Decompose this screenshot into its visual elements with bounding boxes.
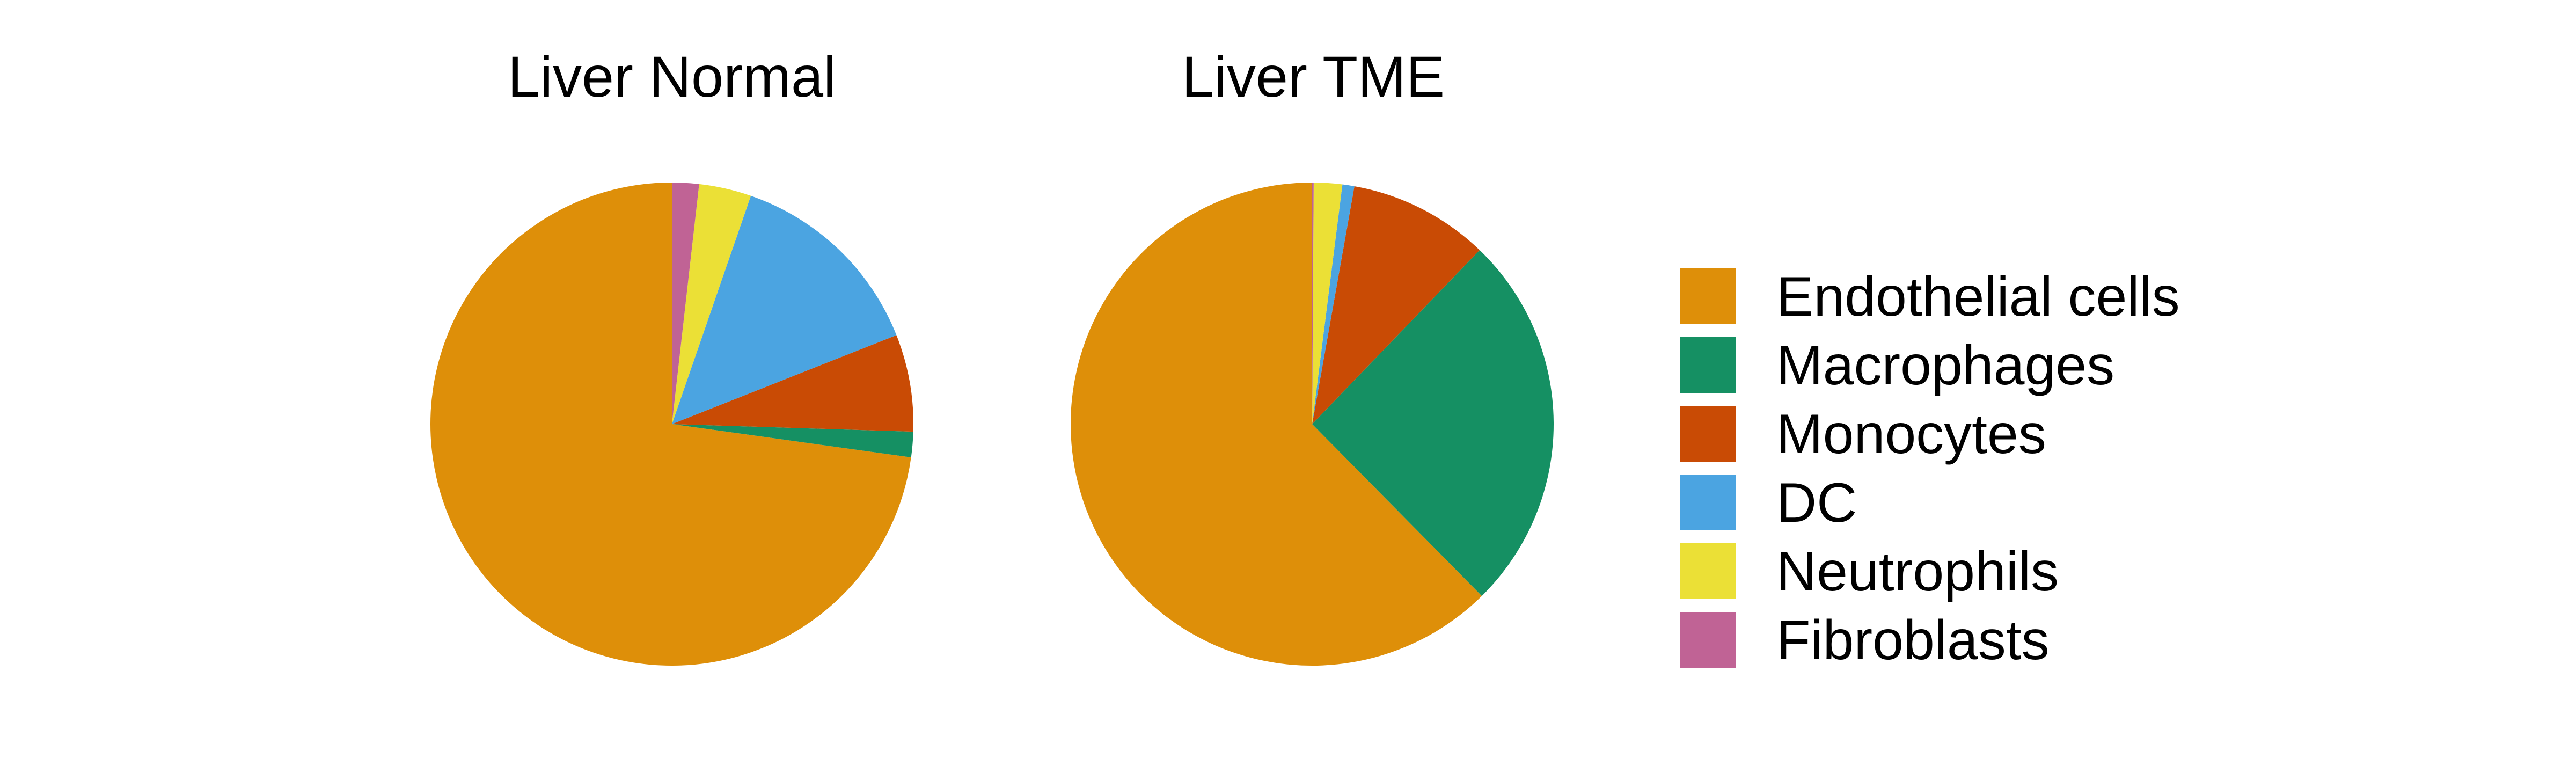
pie-slice-fibroblasts bbox=[672, 183, 699, 424]
legend-label-endothelial-cells: Endothelial cells bbox=[1776, 266, 2180, 328]
pie-slice-monocytes bbox=[1312, 186, 1480, 424]
legend-label-fibroblasts: Fibroblasts bbox=[1776, 609, 2050, 672]
legend-swatch-macrophages bbox=[1680, 337, 1736, 393]
legend-swatch-neutrophils bbox=[1680, 543, 1736, 599]
legend-label-dc: DC bbox=[1776, 472, 1857, 534]
legend-swatch-fibroblasts bbox=[1680, 612, 1736, 668]
pie-slice-neutrophils bbox=[672, 184, 751, 424]
chart-title-liver-tme: Liver TME bbox=[1182, 44, 1445, 109]
legend-swatch-endothelial-cells bbox=[1680, 268, 1736, 324]
pie-slice-endothelial-cells bbox=[1070, 183, 1482, 666]
pie-liver-normal bbox=[430, 183, 913, 666]
pie-slice-monocytes bbox=[672, 335, 913, 432]
pie-slice-macrophages bbox=[1312, 250, 1554, 596]
pie-slice-endothelial-cells bbox=[430, 183, 911, 666]
pie-slice-neutrophils bbox=[1312, 183, 1343, 424]
pie-liver-tme bbox=[1070, 183, 1554, 666]
pie-slice-dc bbox=[1312, 184, 1355, 424]
pie-slice-fibroblasts bbox=[1312, 183, 1314, 424]
pie-slice-dc bbox=[672, 195, 897, 424]
legend-swatch-dc bbox=[1680, 475, 1736, 530]
legend-label-monocytes: Monocytes bbox=[1776, 403, 2046, 465]
legend-label-macrophages: Macrophages bbox=[1776, 334, 2114, 397]
chart-title-liver-normal: Liver Normal bbox=[508, 44, 836, 109]
pie-slice-macrophages bbox=[672, 424, 913, 458]
legend-label-neutrophils: Neutrophils bbox=[1776, 541, 2059, 603]
legend-swatch-monocytes bbox=[1680, 406, 1736, 462]
